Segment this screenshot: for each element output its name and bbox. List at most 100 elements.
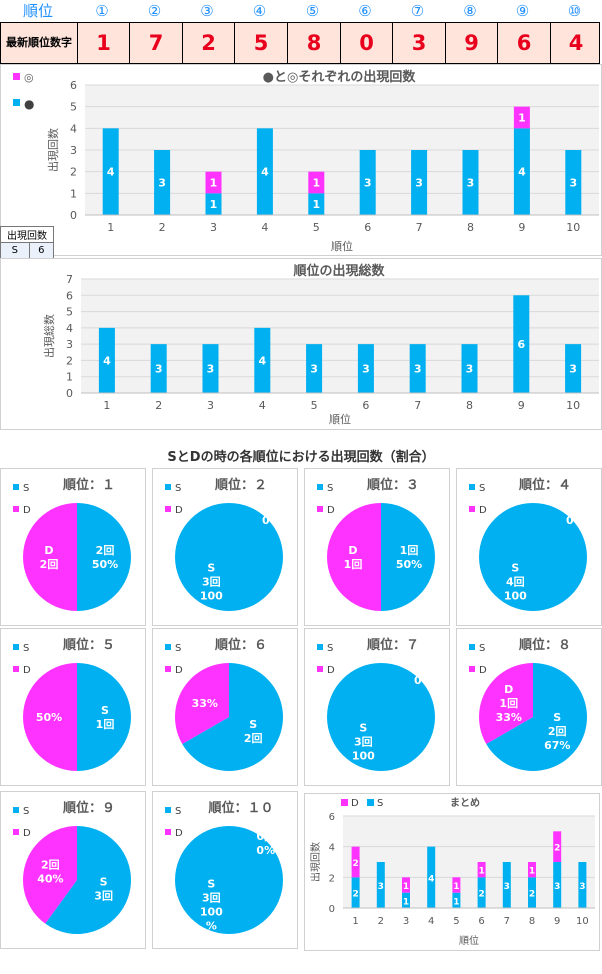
x-tick-label: 5 [453,916,459,927]
data-label: 4 [258,354,266,367]
pie-section-title: SとDの時の各順位における出現回数（割合） [167,450,435,465]
pie-slice-d [327,503,381,611]
bar [502,862,511,908]
appearance-count-chart-panel: 0 1 2 3 4 5 6 1 4 2 3 3 1 1 4 4 5 1 1 6 3 7 3 8 3 9 4 1 10 3 順位 出現回数 ●と◎… [0,64,602,256]
pie-label-s: S [249,718,257,731]
rank-header-cell: ⑩ [567,2,582,20]
pie-chart-panel: 順位：１０ S D S 3回 100% 0回 0% [152,791,298,949]
legend-label: D [479,505,487,516]
y-tick-label: 7 [66,273,73,286]
x-tick-label: 8 [466,399,473,412]
pie-label-d: 0 [262,514,270,527]
bar [553,862,562,908]
y-tick-label: 2 [66,354,73,367]
latest-digit-cell: 9 [445,23,497,63]
bar [528,877,536,908]
data-label: 1 [312,198,320,211]
legend-swatch-d [469,666,475,672]
chart-title: ●と◎それぞれの出現回数 [263,69,417,85]
x-tick-label: 4 [259,399,266,412]
data-label: 3 [579,882,585,892]
y-axis-title: 出現回数 [46,128,60,172]
bar [477,862,486,878]
bar [553,831,562,862]
bar [359,150,376,215]
y-tick-label: 2 [70,166,77,179]
pie-title: 順位：６ [215,637,267,653]
x-tick-label: 10 [576,916,589,927]
y-tick-label: 6 [329,812,335,823]
total-count-chart: 0 1 2 3 4 5 6 7 1 4 2 3 3 3 4 4 5 3 6 3 7 3 8 3 9 6 10 3 順位 出現総数 順位の出現… [42,263,599,426]
y-tick-label: 4 [329,843,335,854]
data-label: 1 [518,112,526,125]
pie-slice-s [381,503,435,611]
data-label: 3 [467,177,475,190]
legend-label: D [479,665,487,676]
bar [254,327,271,393]
bar [411,150,428,215]
bar [102,128,119,215]
x-tick-label: 10 [566,221,580,234]
latest-digit-cell: 2 [182,23,234,63]
latest-digit-cell: 1 [77,23,129,63]
data-label: 4 [107,166,115,179]
pie-label-d: 2回 [40,557,59,571]
y-tick-label: 4 [66,322,73,335]
pie-title: 順位：３ [367,477,419,493]
pie-label-s: S [100,876,108,889]
data-label: 1 [478,867,484,877]
bar [409,344,426,393]
x-tick-label: 7 [414,399,421,412]
pie-slice-s [479,503,587,611]
pie-slice-d [23,503,77,611]
data-label: 3 [504,882,510,892]
pie-label-s: 3回 [354,734,373,748]
pie-label-s: 3回 [202,574,221,588]
legend-label: S [327,483,333,494]
legend-swatch-d [165,506,171,512]
pie-label-s: 50% [92,558,118,571]
legend-label: S [479,483,485,494]
x-tick-label: 9 [518,221,525,234]
bar [98,327,115,393]
x-tick-label: 3 [210,221,217,234]
rank-header-cell: ④ [252,2,267,20]
y-tick-label: 0 [66,387,73,400]
legend-label: D [327,505,335,516]
legend-table-key: S [0,242,30,259]
data-label: 3 [207,363,215,376]
legend-swatch-s [13,807,19,813]
legend-swatch-d [317,666,323,672]
bar [351,846,360,878]
pie-label-s: 3回 [94,889,113,903]
bar [256,128,273,215]
bar [461,344,478,393]
legend-swatch-s [317,484,323,490]
y-tick-label: 5 [70,101,77,114]
pie-title: 順位：９ [63,800,115,816]
y-tick-label: 0 [70,209,77,222]
bar [202,344,219,393]
pie-title: 順位：５ [63,637,115,653]
x-tick-label: 6 [364,221,371,234]
pie-label-s: 100 [200,905,223,918]
data-label: 4 [103,354,111,367]
data-label: 2 [352,859,358,869]
bar [308,193,325,215]
pie-label-s: 3回 [202,890,221,904]
pie-chart-panel: 順位：７ S D S 3回 100 0 [304,628,450,786]
x-tick-label: 5 [313,221,320,234]
latest-digit-cell: 4 [550,23,601,63]
y-tick-label: 4 [70,122,77,135]
rank-header-row: 順位 ① ② ③ ④ ⑤ ⑥ ⑦ ⑧ ⑨ ⑩ [0,0,602,22]
x-tick-label: 9 [554,916,560,927]
data-label: 3 [466,363,474,376]
x-tick-label: 8 [529,916,535,927]
y-tick-label: 1 [70,187,77,200]
legend-label: D [23,505,31,516]
